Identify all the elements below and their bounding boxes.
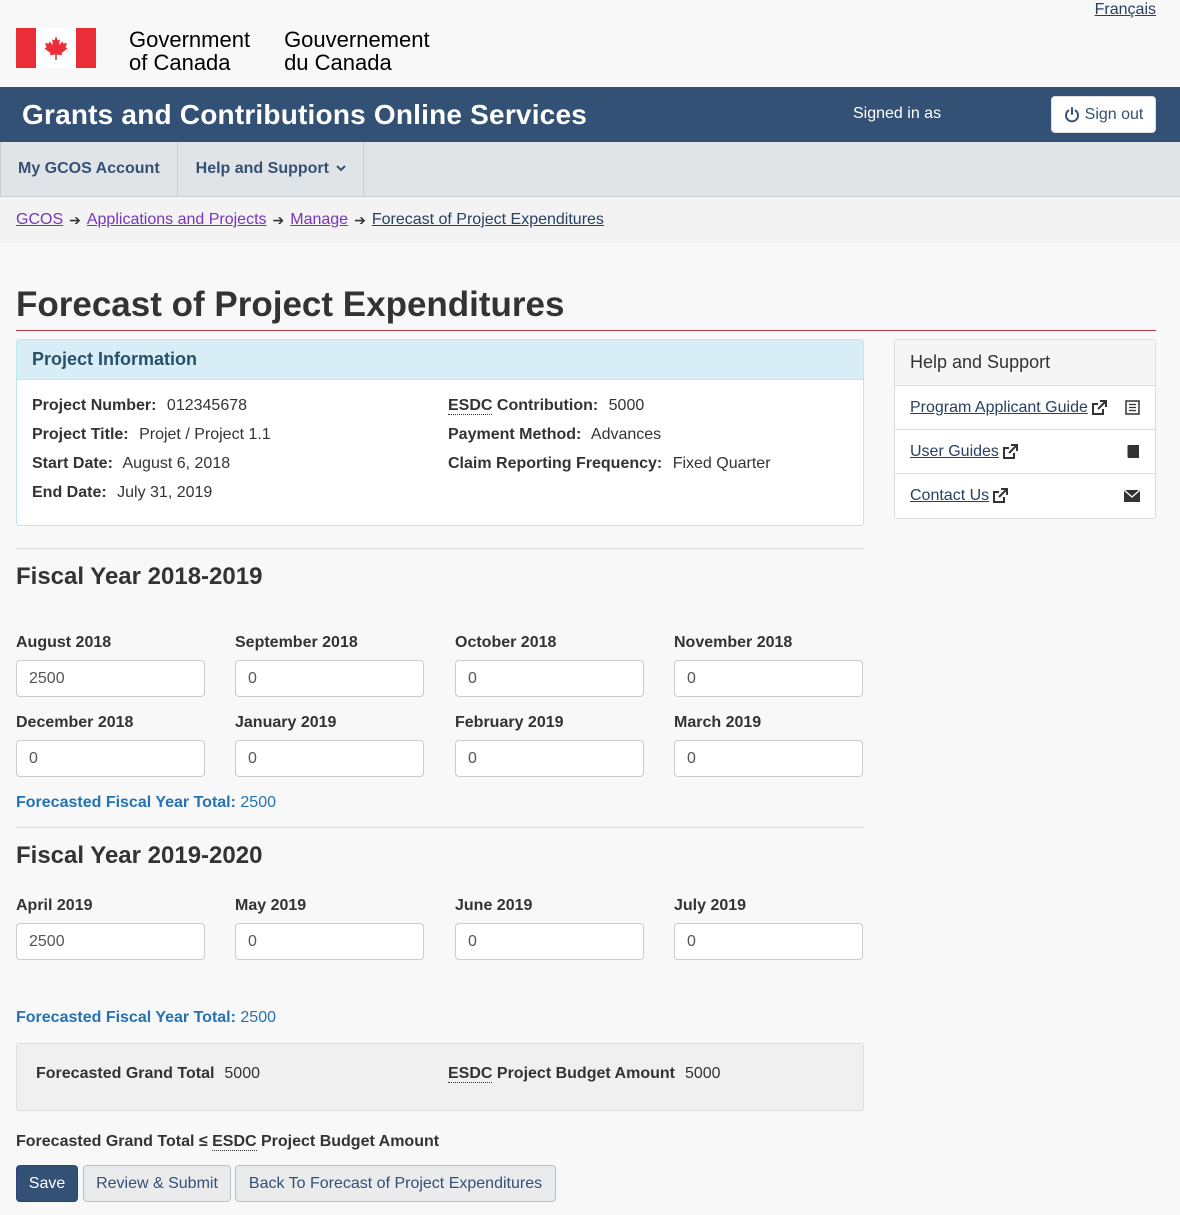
fiscal-year-title: Fiscal Year 2019-2020 [16, 842, 263, 869]
month-amount-input[interactable] [235, 740, 424, 777]
menu-item-label: My GCOS Account [18, 160, 160, 177]
breadcrumb-link-applications[interactable]: Applications and Projects [86, 211, 267, 228]
month-label: December 2018 [16, 714, 134, 731]
external-link-icon [993, 488, 1009, 503]
language-toggle-link[interactable]: Français [1094, 1, 1156, 18]
main-menu: My GCOS Account Help and Support [0, 142, 1180, 197]
fiscal-year-title: Fiscal Year 2018-2019 [16, 563, 263, 590]
month-amount-input[interactable] [235, 660, 424, 697]
month-label: August 2018 [16, 634, 112, 651]
month-amount-input[interactable] [235, 923, 424, 960]
month-label: January 2019 [235, 714, 337, 731]
arrow-right-icon: ➔ [272, 211, 285, 228]
gov-signature: Government of Canada Gouvernement du Can… [16, 28, 430, 74]
month-amount-input[interactable] [674, 740, 863, 777]
grand-total-row: Forecasted Grand Total 5000 [36, 1065, 260, 1082]
breadcrumb-link-manage[interactable]: Manage [290, 211, 349, 228]
grand-total-summary: Forecasted Grand Total 5000 ESDC Project … [16, 1043, 864, 1111]
start-date-row: Start Date: August 6, 2018 [32, 455, 231, 472]
canada-flag-icon [16, 28, 96, 68]
breadcrumb-current[interactable]: Forecast of Project Expenditures [371, 211, 604, 228]
month-label: March 2019 [674, 714, 762, 731]
project-number-row: Project Number: 012345678 [32, 397, 248, 414]
month-amount-input[interactable] [455, 740, 644, 777]
help-support-sidebar: Help and Support Program Applicant Guide… [894, 339, 1156, 519]
menu-item-my-gcos-account[interactable]: My GCOS Account [0, 142, 178, 196]
esdc-contribution-row: ESDC Contribution: 5000 [448, 397, 645, 415]
back-to-forecast-button[interactable]: Back To Forecast of Project Expenditures [235, 1165, 556, 1202]
month-amount-input[interactable] [16, 923, 205, 960]
contact-us-link[interactable]: Contact Us [910, 487, 1009, 505]
budget-amount-row: ESDC Project Budget Amount 5000 [448, 1065, 721, 1083]
gov-wordmark-fr: Gouvernement du Canada [284, 27, 430, 75]
month-amount-input[interactable] [674, 660, 863, 697]
page-title: Forecast of Project Expenditures [16, 285, 565, 324]
envelope-icon [1124, 490, 1140, 502]
month-label: November 2018 [674, 634, 793, 651]
menu-item-label: Help and Support [195, 160, 329, 177]
month-label: April 2019 [16, 897, 93, 914]
gov-wordmark-en: Government of Canada [129, 27, 251, 75]
panel-heading: Project Information [17, 340, 863, 380]
external-link-icon [1091, 399, 1107, 415]
sidebar-heading: Help and Support [895, 340, 1155, 386]
month-label: July 2019 [674, 897, 747, 914]
month-amount-input[interactable] [16, 740, 205, 777]
arrow-right-icon: ➔ [69, 211, 81, 228]
user-guides-link[interactable]: User Guides [910, 443, 1018, 461]
breadcrumb-link-gcos[interactable]: GCOS [16, 211, 64, 228]
book-icon [1127, 445, 1139, 458]
payment-method-row: Payment Method: Advances [448, 426, 662, 443]
month-label: June 2019 [455, 897, 533, 914]
section-divider [16, 548, 864, 549]
budget-constraint-note: Forecasted Grand Total ≤ ESDC Project Bu… [16, 1133, 440, 1151]
save-button[interactable]: Save [16, 1165, 78, 1202]
app-title[interactable]: Grants and Contributions Online Services [22, 98, 587, 130]
review-submit-button[interactable]: Review & Submit [83, 1165, 231, 1202]
fiscal-year-total: Forecasted Fiscal Year Total: 2500 [16, 1009, 276, 1026]
power-icon [1064, 106, 1079, 122]
month-amount-input[interactable] [455, 660, 644, 697]
list-alt-icon [1125, 400, 1140, 415]
project-title-row: Project Title: Projet / Project 1.1 [32, 426, 271, 443]
gov-header: Français Government of Canada Gouverneme… [0, 0, 1180, 87]
app-title-bar: Grants and Contributions Online Services… [0, 87, 1180, 142]
program-applicant-guide-link[interactable]: Program Applicant Guide [910, 399, 1107, 417]
month-amount-input[interactable] [674, 923, 863, 960]
arrow-right-icon: ➔ [354, 211, 366, 228]
claim-frequency-row: Claim Reporting Frequency: Fixed Quarter [448, 455, 771, 472]
end-date-row: End Date: July 31, 2019 [32, 484, 213, 501]
month-label: May 2019 [235, 897, 307, 914]
title-divider [16, 330, 1156, 331]
project-information-panel: Project Information Project Number: 0123… [16, 339, 864, 526]
fiscal-year-total: Forecasted Fiscal Year Total: 2500 [16, 794, 276, 811]
chevron-down-icon [336, 163, 346, 175]
breadcrumb: GCOS ➔ Applications and Projects ➔ Manag… [0, 197, 1180, 243]
external-link-icon [1002, 443, 1018, 459]
sidebar-item-user-guides: User Guides [895, 430, 1155, 474]
month-amount-input[interactable] [16, 660, 205, 697]
sidebar-item-contact-us: Contact Us [895, 474, 1155, 518]
sidebar-item-program-guide: Program Applicant Guide [895, 386, 1155, 430]
menu-item-help-and-support[interactable]: Help and Support [177, 142, 364, 196]
section-divider [16, 827, 864, 828]
month-amount-input[interactable] [455, 923, 644, 960]
sign-out-button[interactable]: Sign out [1051, 96, 1156, 133]
sign-out-label: Sign out [1084, 105, 1144, 123]
month-label: October 2018 [455, 634, 557, 651]
signed-in-label: Signed in as [853, 105, 942, 122]
month-label: September 2018 [235, 634, 358, 651]
month-label: February 2019 [455, 714, 564, 731]
